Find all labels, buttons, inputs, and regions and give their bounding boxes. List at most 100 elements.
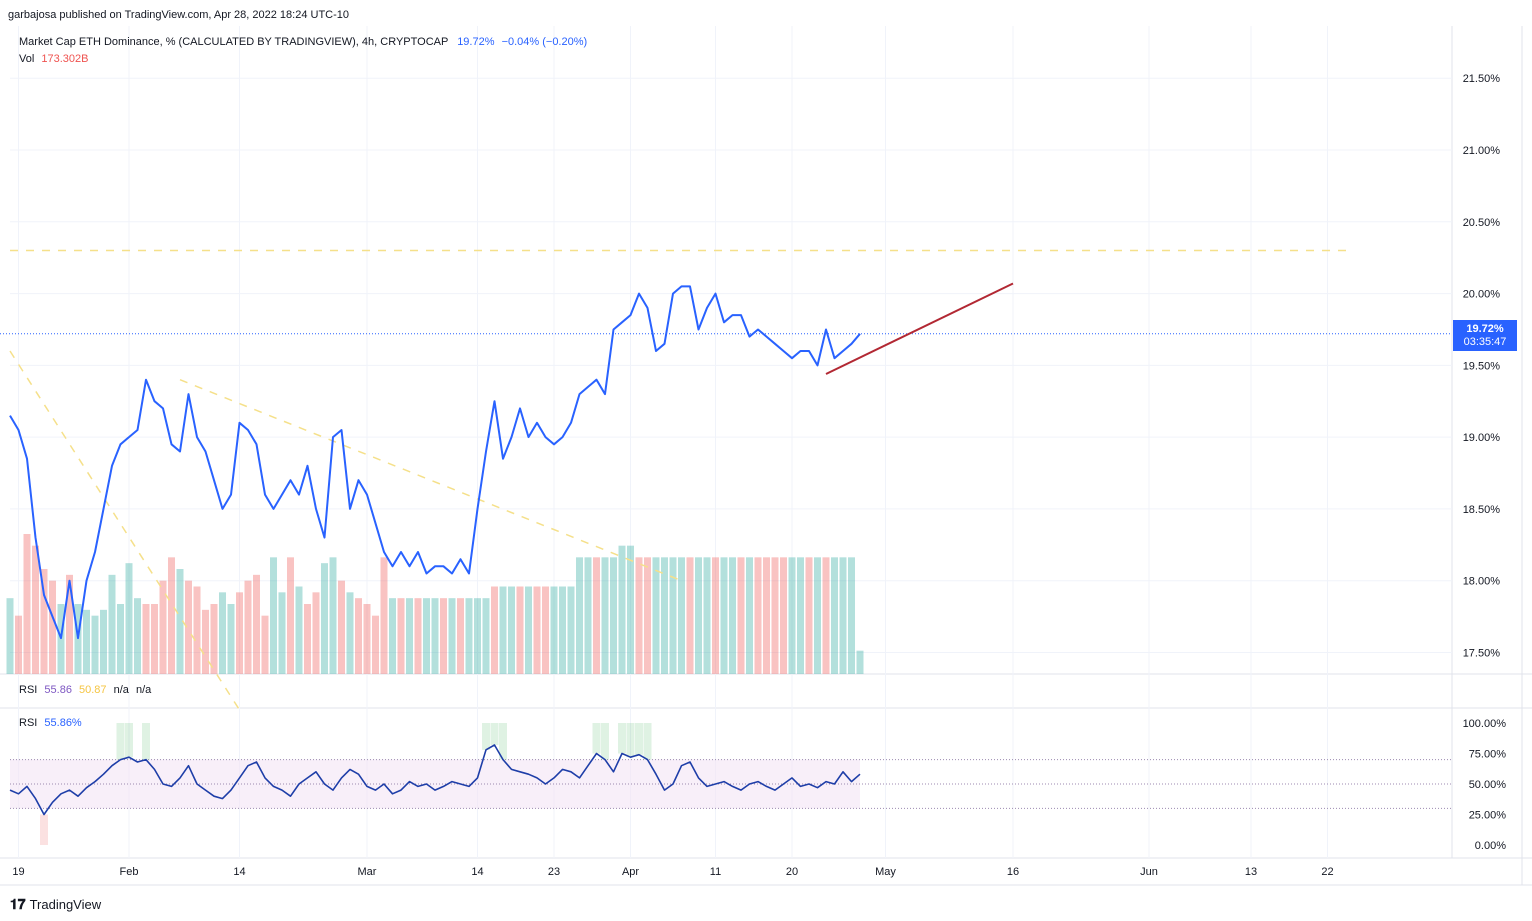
rsi-background-band (10, 759, 860, 809)
symbol-legend[interactable]: Market Cap ETH Dominance, % (CALCULATED … (19, 36, 587, 49)
price-tick-label: 19.00% (1463, 432, 1501, 444)
volume-bar (397, 598, 405, 674)
dashed-line (9, 350, 241, 711)
price-tick-label: 21.00% (1463, 145, 1501, 157)
rsi-overbought-marker (635, 723, 643, 755)
time-tick-label: Feb (120, 866, 139, 878)
volume-bar (516, 586, 524, 674)
volume-bars (6, 534, 864, 674)
volume-bar (448, 598, 456, 674)
volume-bar (142, 604, 150, 674)
volume-bar (151, 604, 158, 674)
rsi-pane-label: RSI (19, 717, 38, 729)
bar-countdown: 03:35:47 (1463, 336, 1507, 348)
time-tick-label: 16 (1007, 866, 1019, 878)
volume-bar (635, 557, 643, 674)
time-tick-label: Apr (622, 866, 639, 878)
volume-bar (363, 604, 371, 674)
volume-bar (168, 557, 175, 674)
symbol-title: Market Cap ETH Dominance, % (CALCULATED … (19, 36, 449, 48)
volume-bar (737, 557, 745, 674)
volume-bar (678, 557, 685, 674)
volume-bar (329, 557, 337, 674)
volume-bar (686, 557, 694, 674)
volume-bar (32, 545, 39, 674)
volume-legend[interactable]: Vol 173.302B (19, 53, 88, 66)
rsi-overbought-marker (626, 723, 635, 758)
volume-bar (49, 580, 56, 674)
volume-bar (338, 580, 345, 674)
volume-bar (253, 574, 260, 674)
volume-bar (270, 557, 277, 674)
price-series (9, 285, 861, 640)
volume-bar (83, 609, 90, 674)
volume-bar (406, 598, 413, 674)
last-value: 19.72% (457, 36, 495, 48)
rsi-ma-value: 50.87 (79, 684, 107, 696)
volume-bar (618, 545, 626, 674)
tradingview-logo-icon: 𝟏𝟕 (10, 896, 26, 912)
volume-bar (278, 592, 286, 674)
rsi-legend-pane[interactable]: RSI 55.86% (19, 717, 82, 730)
volume-bar (346, 592, 354, 674)
price-tick-label: 17.50% (1463, 647, 1501, 659)
rsi-oversold-marker (40, 814, 48, 845)
volume-bar (746, 557, 753, 674)
dashed-line (179, 379, 682, 582)
rsi-legend-main[interactable]: RSI 55.86 50.87 n/a n/a (19, 684, 151, 697)
volume-bar (720, 557, 728, 674)
volume-bar (66, 574, 73, 674)
time-tick-label: 11 (710, 866, 721, 878)
rsi-overbought-marker (643, 723, 652, 760)
volume-bar (91, 615, 99, 674)
volume-bar (550, 586, 558, 674)
dashed-trend-lines (9, 249, 1353, 711)
rsi-overbought-marker (592, 723, 601, 754)
volume-bar (210, 604, 218, 674)
rsi-na-1: n/a (113, 684, 129, 696)
volume-bar (508, 586, 515, 674)
volume-bar (805, 557, 813, 674)
rsi-overbought-marker (601, 723, 609, 760)
volume-bar (295, 586, 303, 674)
volume-bar (40, 569, 48, 674)
volume-bar (100, 609, 107, 674)
volume-bar (729, 557, 736, 674)
volume-bar (567, 586, 575, 674)
rsi-overbought-marker (125, 723, 133, 758)
volume-bar (6, 598, 14, 674)
volume-bar (23, 534, 31, 674)
volume-bar (185, 580, 192, 674)
volume-bar (593, 557, 600, 674)
rsi-tick-label: 75.00% (1469, 749, 1507, 761)
volume-bar (610, 557, 617, 674)
volume-bar (389, 598, 396, 674)
volume-bar (703, 557, 711, 674)
volume-bar (117, 604, 124, 674)
time-tick-label: 14 (471, 866, 483, 878)
volume-bar (414, 598, 422, 674)
rsi-tick-label: 50.00% (1469, 779, 1507, 791)
volume-bar (125, 563, 133, 674)
volume-bar (491, 586, 498, 674)
price-tick-label: 21.50% (1463, 73, 1501, 85)
tradingview-logo[interactable]: 𝟏𝟕 TradingView (10, 896, 101, 913)
time-tick-label: 20 (786, 866, 798, 878)
volume-bar (525, 586, 532, 674)
volume-bar (788, 557, 796, 674)
rsi-tick-label: 100.00% (1463, 718, 1507, 730)
volume-bar (423, 598, 430, 674)
volume-bar (831, 557, 838, 674)
volume-bar (431, 598, 439, 674)
volume-bar (380, 557, 388, 674)
volume-bar (261, 615, 269, 674)
time-tick-label: Mar (358, 866, 377, 878)
rsi-band (10, 759, 1452, 809)
time-tick-label: Jun (1140, 866, 1158, 878)
chart-grid (0, 26, 1532, 886)
price-tick-label: 18.50% (1463, 504, 1501, 516)
time-tick-label: 13 (1245, 866, 1257, 878)
price-tick-label: 19.50% (1463, 360, 1501, 372)
volume-bar (227, 604, 235, 674)
